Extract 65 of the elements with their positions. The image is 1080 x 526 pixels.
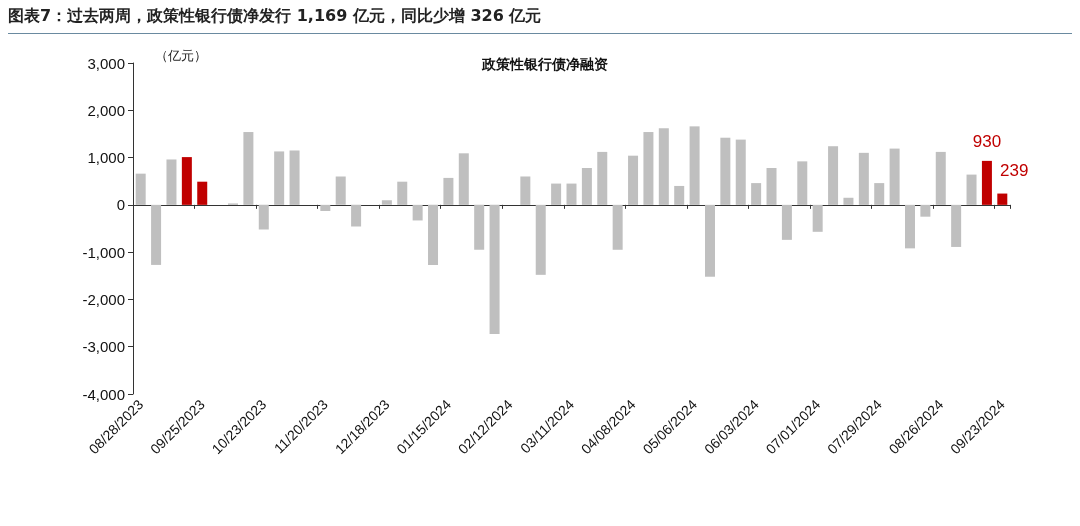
y-tick-label: 0	[116, 196, 125, 214]
bar	[628, 155, 639, 205]
bar	[689, 126, 700, 205]
bar	[166, 159, 177, 205]
bar	[674, 185, 685, 205]
data-label: 930	[972, 131, 1002, 151]
bar	[135, 173, 146, 205]
bar	[781, 204, 792, 240]
bar	[381, 200, 392, 205]
bar	[243, 132, 254, 205]
bar	[966, 174, 977, 205]
bar	[151, 204, 162, 265]
bar	[828, 146, 839, 205]
chart-title: 图表7：过去两周，政策性银行债净发行 1,169 亿元，同比少增 326 亿元	[8, 6, 1072, 34]
y-tick-label: -1,000	[82, 243, 125, 261]
bar	[812, 204, 823, 232]
bar	[597, 151, 608, 205]
bar	[904, 204, 915, 249]
bar	[520, 176, 531, 205]
y-axis-title: （亿元）	[155, 48, 207, 63]
bar	[920, 204, 931, 217]
bar	[797, 161, 808, 205]
bar	[258, 204, 269, 230]
bar	[766, 167, 777, 205]
y-tick-label: 3,000	[87, 54, 125, 72]
bar	[489, 204, 500, 334]
bar	[889, 148, 900, 205]
bar	[751, 183, 762, 205]
bar	[720, 137, 731, 205]
bar	[566, 183, 577, 205]
y-tick-label: 2,000	[87, 101, 125, 119]
bar	[581, 167, 592, 205]
bar	[704, 204, 715, 277]
bar	[535, 204, 546, 275]
bar	[351, 204, 362, 227]
bar	[428, 204, 439, 265]
bar	[443, 177, 454, 205]
bar	[858, 152, 869, 205]
y-tick-label: -4,000	[82, 385, 125, 403]
bar	[397, 181, 408, 205]
chart-subtitle: 政策性银行债净融资	[481, 56, 608, 72]
bar	[935, 151, 946, 205]
bar	[335, 176, 346, 205]
bar	[874, 183, 885, 205]
bar	[474, 204, 485, 250]
bar	[320, 204, 331, 211]
bar	[843, 197, 854, 205]
bar	[197, 181, 208, 205]
bar	[181, 157, 192, 205]
y-tick-label: -2,000	[82, 290, 125, 308]
bar	[643, 132, 654, 205]
bar	[289, 150, 300, 205]
bar	[412, 204, 423, 221]
bar	[997, 193, 1008, 205]
bar	[951, 204, 962, 247]
bar	[551, 183, 562, 205]
bar	[458, 153, 469, 205]
bar	[981, 160, 992, 205]
bar	[274, 151, 285, 205]
data-label: 239	[1000, 160, 1029, 180]
bar	[658, 128, 669, 205]
bar	[735, 139, 746, 205]
y-tick-label: 1,000	[87, 149, 125, 167]
y-tick-label: -3,000	[82, 338, 125, 356]
bar	[612, 204, 623, 250]
